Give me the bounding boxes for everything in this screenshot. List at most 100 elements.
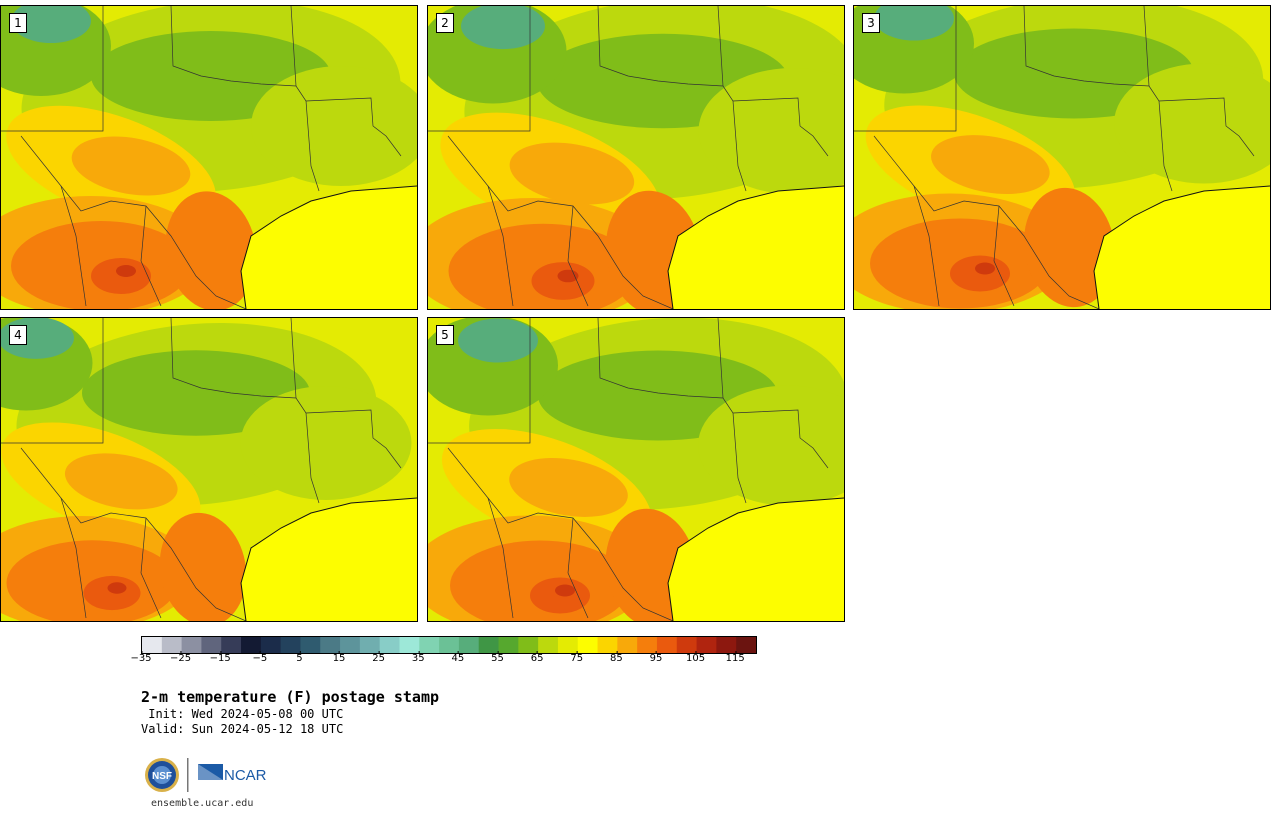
colorbar-swatch [419,637,440,653]
boundary-line [487,185,514,307]
colorbar-swatch [597,637,618,653]
colorbar-swatch [498,637,519,653]
gulf-water [241,186,417,309]
colorbar-swatch [260,637,282,653]
gulf-water [668,186,844,309]
temperature-contour [11,6,91,43]
nsf-logo-text: NSF [152,771,172,782]
boundary-line [60,185,87,307]
colorbar-swatch [458,637,480,653]
temperature-contour [83,575,141,611]
temperature-contour [251,66,417,186]
colorbar-swatch [379,637,400,653]
plot-title: 2-m temperature (F) postage stamp [141,688,440,706]
boundary-line [428,6,531,132]
temperature-contour [107,582,127,594]
colorbar-swatch [518,637,539,653]
boundary-line [1158,97,1255,157]
temperature-contour [116,265,136,277]
coastline [667,497,844,621]
map-panel-3: 3 [853,5,1271,310]
colorbar-swatch [716,637,737,653]
colorbar-tick: 75 [570,651,584,664]
boundary-line [567,205,589,307]
temperature-contour [165,191,257,309]
panel-number-label: 1 [9,13,27,33]
boundary-line [60,497,87,619]
colorbar-tick: −25 [170,651,192,664]
gulf-water [1094,186,1270,309]
boundary-line [290,318,297,399]
boundary-line [732,409,829,469]
boundary-line [1,6,104,132]
colorbar-tick: 45 [451,651,465,664]
temperature-map [428,318,844,621]
colorbar-swatch [538,637,559,653]
boundary-line [305,97,402,157]
temperature-contour [461,6,545,50]
temperature-contour [240,386,412,500]
colorbar-tick: 115 [725,651,745,664]
panel-number-label: 4 [9,325,27,345]
temperature-contour [698,68,844,194]
panel-number-label: 2 [436,13,454,33]
coastline [240,497,417,621]
panel-number-label: 5 [436,325,454,345]
temperature-contour [458,318,538,363]
ncar-logo-text: NCAR [224,767,267,784]
colorbar-swatch [142,637,163,653]
boundary-line [597,318,747,504]
colorbar-swatch [300,637,321,653]
temperature-colorbar [141,636,757,654]
colorbar-swatch [577,637,599,653]
colorbar-tick: −15 [209,651,231,664]
temperature-contour [509,142,635,205]
sponsor-logos: NSF NCAR [145,758,267,792]
colorbar-tick: 25 [372,651,386,664]
nsf-logo: NSF [145,758,179,792]
init-time: Init: Wed 2024-05-08 00 UTC [141,707,344,721]
coastline [667,185,844,309]
colorbar-tick: −35 [130,651,152,664]
colorbar-swatch [736,637,757,653]
temperature-contour [555,584,575,597]
colorbar-swatch [617,637,638,653]
colorbar-swatch [656,637,678,653]
colorbar-swatch [340,637,361,653]
colorbar-swatch [696,637,717,653]
colorbar-swatch [399,637,420,653]
temperature-contour [557,269,579,283]
gulf-water [668,498,844,621]
colorbar-swatch [676,637,698,653]
colorbar-tick: 35 [411,651,425,664]
boundary-line [717,318,724,399]
colorbar-swatch [478,637,500,653]
colorbar-swatch [280,637,301,653]
temperature-map [1,318,417,621]
coastline [240,185,417,309]
temperature-map [428,6,844,309]
temperature-map [1,6,417,309]
colorbar-swatch [181,637,202,653]
logo-group: NSF NCAR [143,756,283,794]
colorbar-tick: 15 [332,651,346,664]
colorbar-swatch [359,637,381,653]
colorbar-tick: 95 [649,651,663,664]
boundary-line [597,6,747,192]
colorbar-tick: 105 [686,651,706,664]
boundary-line [140,205,162,307]
map-panel-1: 1 [0,5,418,310]
colorbar-tick: 55 [491,651,504,664]
boundary-line [487,497,514,619]
colorbar-tick: 5 [296,651,303,664]
colorbar-tick: 65 [530,651,544,664]
colorbar-swatch [161,637,183,653]
colorbar-swatch [557,637,579,653]
temperature-contour [71,136,191,196]
colorbar-tick: 85 [609,651,623,664]
ncar-logo: NCAR [198,764,267,784]
colorbar-swatch [439,637,460,653]
boundary-line [732,97,829,157]
colorbar-tick-labels: −35 −25 −15 −5 5 15 25 35 45 55 65 75 85 95 105 115 [130,651,761,673]
boundary-line [913,185,940,307]
